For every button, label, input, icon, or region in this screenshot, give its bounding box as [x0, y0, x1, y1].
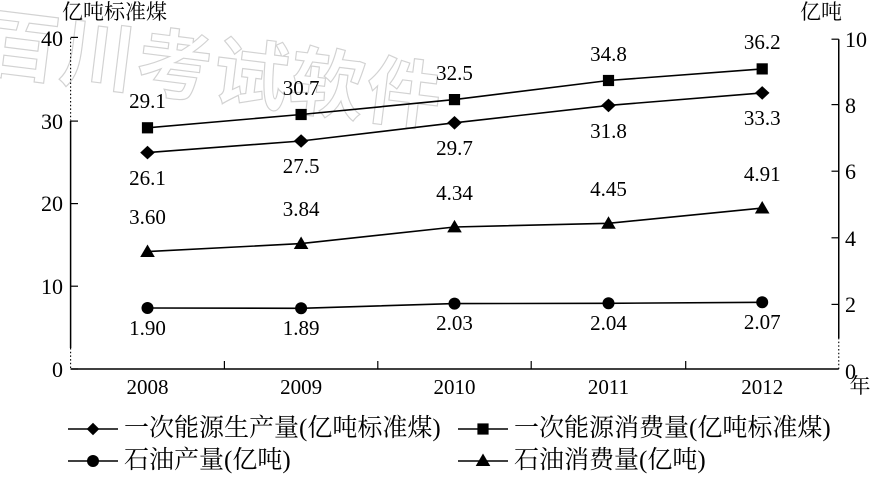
svg-text:亿吨标准煤: 亿吨标准煤 [62, 0, 167, 24]
svg-text:1.90: 1.90 [129, 316, 166, 340]
svg-text:石油产量(亿吨): 石油产量(亿吨) [124, 446, 291, 474]
svg-text:2: 2 [845, 292, 856, 317]
svg-text:8: 8 [845, 93, 856, 118]
svg-text:6: 6 [845, 159, 856, 184]
svg-text:4: 4 [845, 226, 856, 251]
svg-text:一次能源生产量(亿吨标准煤): 一次能源生产量(亿吨标准煤) [124, 414, 441, 442]
svg-text:一次能源消费量(亿吨标准煤): 一次能源消费量(亿吨标准煤) [514, 414, 831, 442]
svg-text:40: 40 [41, 26, 63, 51]
svg-text:1.89: 1.89 [283, 316, 320, 340]
svg-text:33.3: 33.3 [744, 106, 781, 130]
svg-text:2.04: 2.04 [590, 311, 627, 335]
svg-text:34.8: 34.8 [590, 42, 627, 66]
svg-text:3.84: 3.84 [283, 197, 320, 221]
svg-text:29.7: 29.7 [436, 136, 473, 160]
svg-text:4.45: 4.45 [590, 177, 627, 201]
svg-text:4.91: 4.91 [744, 162, 781, 186]
svg-text:36.2: 36.2 [744, 30, 781, 54]
svg-text:20: 20 [41, 191, 63, 216]
svg-text:2.03: 2.03 [436, 311, 473, 335]
svg-text:2.07: 2.07 [744, 310, 781, 334]
svg-text:亿吨: 亿吨 [800, 0, 842, 24]
svg-text:10: 10 [41, 274, 63, 299]
svg-text:29.1: 29.1 [129, 89, 166, 113]
svg-text:27.5: 27.5 [283, 154, 320, 178]
svg-text:26.1: 26.1 [129, 166, 166, 190]
svg-text:30.7: 30.7 [283, 76, 320, 100]
svg-text:32.5: 32.5 [436, 61, 473, 85]
svg-text:30: 30 [41, 109, 63, 134]
svg-text:3.60: 3.60 [129, 205, 166, 229]
svg-text:石油消费量(亿吨): 石油消费量(亿吨) [514, 446, 706, 474]
svg-text:2008: 2008 [127, 375, 169, 399]
svg-text:2011: 2011 [588, 375, 629, 399]
svg-text:31.8: 31.8 [590, 119, 627, 143]
svg-text:4.34: 4.34 [436, 181, 473, 205]
svg-text:2009: 2009 [280, 375, 322, 399]
svg-text:2012: 2012 [741, 375, 783, 399]
svg-text:年: 年 [850, 374, 871, 398]
svg-text:10: 10 [845, 27, 867, 52]
svg-text:2010: 2010 [434, 375, 476, 399]
svg-text:0: 0 [52, 357, 63, 382]
